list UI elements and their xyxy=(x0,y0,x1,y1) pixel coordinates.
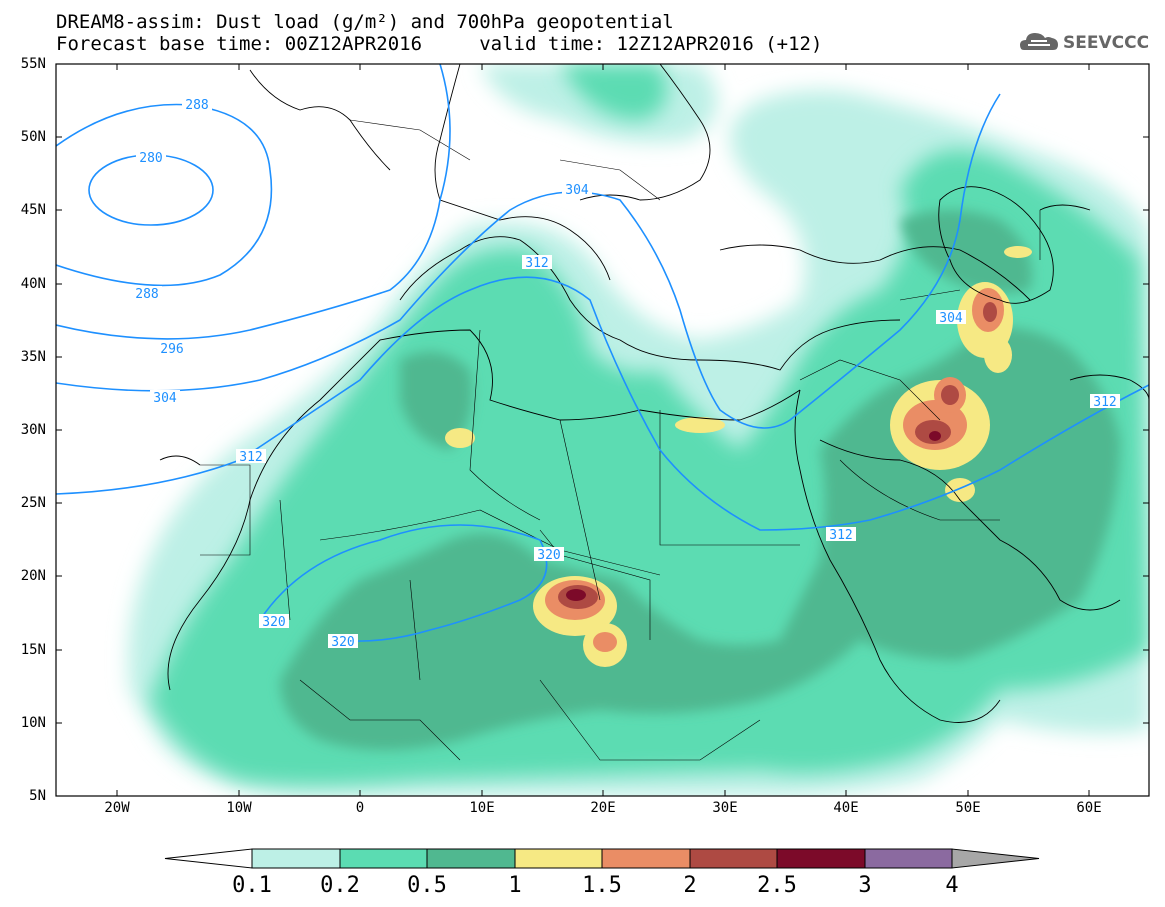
colorbar-label: 3 xyxy=(858,873,872,898)
logo-text: SEEVCCC xyxy=(1063,33,1150,53)
lat-label: 45N xyxy=(20,202,46,218)
contour-labels: 288 280 288 296 304 304 312 312 320 320 … xyxy=(132,97,1120,650)
lat-label: 35N xyxy=(20,349,46,365)
colorbar-label: 0.1 xyxy=(232,873,272,898)
colorbar xyxy=(164,848,1040,869)
contour-label: 304 xyxy=(153,391,177,406)
contour-label: 320 xyxy=(262,615,285,630)
lon-label: 20E xyxy=(590,800,616,816)
lon-label: 30E xyxy=(712,800,738,816)
contour-label: 304 xyxy=(939,311,963,326)
map-title: DREAM8-assim: Dust load (g/m²) and 700hP… xyxy=(56,11,674,33)
colorbar-bin xyxy=(689,848,778,869)
colorbar-high-arrow xyxy=(951,848,1040,869)
lon-label: 0 xyxy=(355,800,365,816)
colorbar-bin xyxy=(339,848,428,869)
lon-label: 10E xyxy=(469,800,495,816)
lat-label: 25N xyxy=(20,495,46,511)
coastlines xyxy=(159,64,1149,723)
contour-label: 304 xyxy=(565,183,589,198)
contour-label: 312 xyxy=(525,256,548,271)
colorbar-bin xyxy=(251,848,341,869)
lat-label: 55N xyxy=(20,56,46,72)
colorbar-bin xyxy=(601,848,691,869)
colorbar-label: 0.2 xyxy=(320,873,360,898)
contour-label: 312 xyxy=(829,528,852,543)
contour-label: 320 xyxy=(537,548,560,563)
colorbar-bin xyxy=(426,848,516,869)
lat-label: 40N xyxy=(20,276,46,292)
lon-label: 50E xyxy=(955,800,981,816)
lon-label: 40E xyxy=(833,800,859,816)
borders xyxy=(200,119,1041,761)
lat-label: 30N xyxy=(20,422,46,438)
geopotential-contours xyxy=(56,64,1149,643)
colorbar-bin xyxy=(514,848,603,869)
lon-label: 10W xyxy=(226,800,252,816)
contour-label: 288 xyxy=(185,98,208,113)
colorbar-label: 0.5 xyxy=(407,873,447,898)
contour-label: 320 xyxy=(331,635,354,650)
lon-label: 20W xyxy=(104,800,130,816)
colorbar-label: 1.5 xyxy=(582,873,622,898)
axis-ticks xyxy=(56,64,1149,796)
contour-label: 312 xyxy=(1093,395,1116,410)
colorbar-bin xyxy=(776,848,866,869)
lat-label: 50N xyxy=(20,129,46,145)
lon-label: 60E xyxy=(1076,800,1102,816)
contour-label: 296 xyxy=(160,342,183,357)
cloud-icon xyxy=(1020,33,1058,50)
contour-label: 312 xyxy=(239,450,262,465)
colorbar-low-arrow xyxy=(164,848,253,869)
contour-label: 288 xyxy=(135,287,158,302)
colorbar-label: 4 xyxy=(945,873,959,898)
lat-label: 10N xyxy=(20,715,46,731)
lat-label: 15N xyxy=(20,642,46,658)
lat-label: 5N xyxy=(29,788,46,804)
dust-2.5-layer xyxy=(566,431,941,601)
lat-label: 20N xyxy=(20,568,46,584)
colorbar-bin xyxy=(864,848,953,869)
colorbar-label: 2 xyxy=(683,873,697,898)
contour-label: 280 xyxy=(139,151,162,166)
map-subtitle: Forecast base time: 00Z12APR2016 valid t… xyxy=(56,33,823,55)
colorbar-label: 2.5 xyxy=(757,873,797,898)
colorbar-label: 1 xyxy=(508,873,522,898)
